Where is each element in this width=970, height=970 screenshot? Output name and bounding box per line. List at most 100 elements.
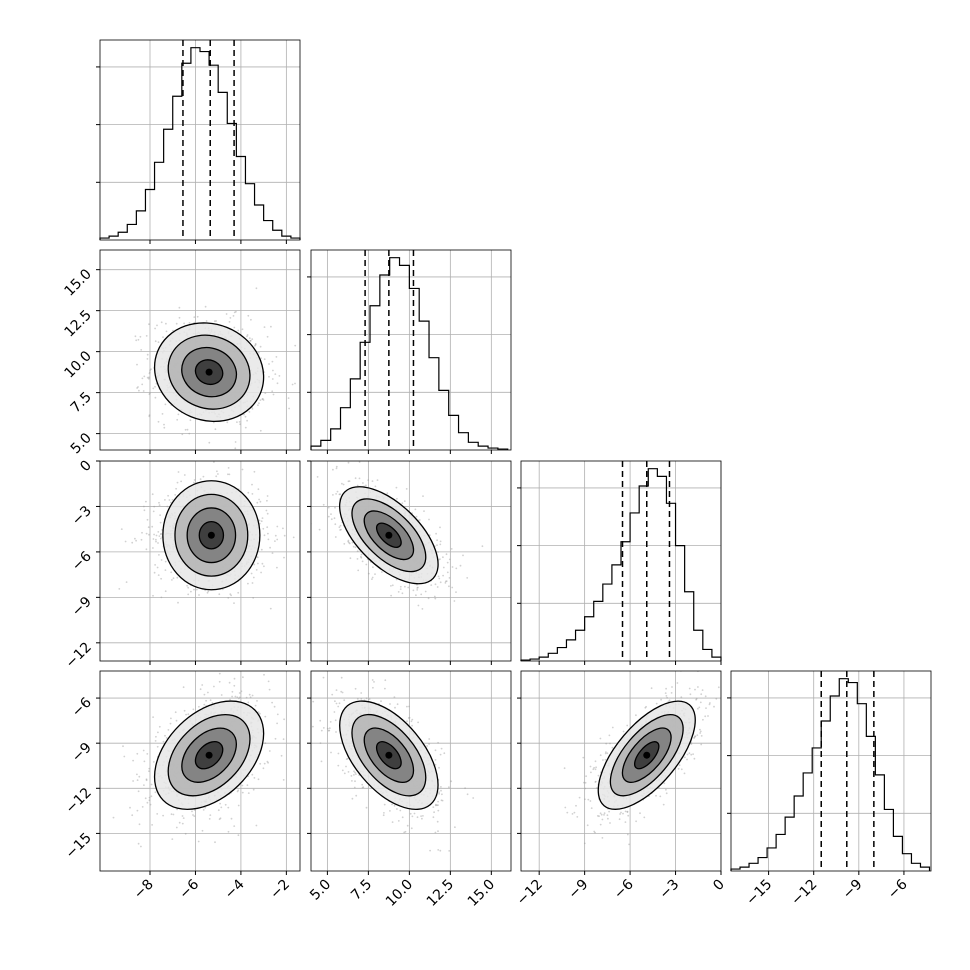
sample-point (218, 818, 221, 821)
sample-point (441, 793, 443, 796)
sample-point (177, 601, 179, 604)
sample-point (213, 320, 216, 323)
sample-point (171, 499, 174, 501)
sample-point (246, 784, 249, 787)
histogram-panel-p3 (517, 460, 722, 662)
sample-point (440, 747, 443, 750)
sample-point (373, 681, 375, 683)
sample-point (135, 339, 138, 342)
sample-point (201, 684, 204, 686)
sample-point (152, 761, 155, 763)
sample-point (136, 773, 138, 776)
sample-point (438, 577, 441, 580)
sample-point (411, 724, 413, 727)
sample-point (354, 780, 356, 783)
sample-point (256, 556, 259, 559)
sample-point (182, 817, 185, 819)
sample-point (238, 692, 241, 694)
sample-point (252, 597, 255, 599)
sample-point (256, 501, 259, 504)
sample-point (274, 737, 277, 740)
sample-point (184, 428, 187, 431)
sample-point (372, 566, 374, 569)
sample-point (278, 375, 281, 377)
sample-point (151, 824, 154, 826)
sample-point (149, 803, 152, 806)
sample-point (406, 824, 409, 827)
sample-point (220, 694, 223, 696)
sample-point (251, 582, 254, 584)
sample-point (255, 824, 258, 827)
sample-point (167, 729, 170, 731)
sample-point (208, 818, 211, 820)
sample-point (260, 571, 262, 574)
histogram-panel-p4 (727, 670, 932, 872)
sample-point (391, 821, 394, 823)
sample-point (381, 571, 383, 573)
sample-point (159, 537, 162, 540)
sample-point (345, 758, 348, 760)
sample-point (187, 713, 190, 716)
density-panel-p1-p2 (99, 249, 301, 451)
sample-point (312, 700, 315, 703)
sample-point (207, 691, 209, 694)
sample-point (188, 322, 191, 324)
sample-point (261, 562, 264, 565)
sample-point (390, 585, 392, 587)
sample-point (195, 588, 198, 591)
sample-point (118, 588, 121, 590)
sample-point (155, 735, 157, 738)
sample-point (159, 514, 162, 516)
sample-point (351, 797, 354, 800)
sample-point (140, 349, 143, 351)
panel-frame (520, 460, 722, 662)
sample-point (416, 589, 419, 591)
sample-point (259, 500, 262, 503)
sample-point (343, 699, 346, 702)
sample-point (397, 591, 400, 593)
sample-point (367, 572, 370, 575)
sample-point (327, 515, 330, 518)
sample-point (146, 358, 149, 360)
sample-point (148, 414, 151, 417)
sample-point (283, 534, 286, 537)
sample-point (318, 528, 321, 531)
sample-point (322, 676, 325, 679)
sample-point (186, 584, 189, 587)
sample-point (276, 538, 279, 541)
sample-point (643, 816, 646, 819)
sample-point (260, 357, 262, 359)
sample-point (258, 519, 261, 522)
sample-point (390, 594, 392, 597)
sample-point (408, 716, 411, 719)
sample-point (233, 677, 236, 680)
sample-point (360, 556, 363, 559)
sample-point (275, 356, 278, 358)
sample-point (347, 771, 350, 773)
sample-point (154, 396, 157, 399)
panel-background (311, 250, 511, 450)
corner-panels: −8 −6 −4 −2 5.0 7.5 10.0 12.5 15.0 −12 −9 −6 −3 0 −15−… (61, 39, 932, 910)
sample-point (292, 536, 295, 539)
sample-point (202, 809, 205, 811)
histogram-step (310, 257, 509, 450)
sample-point (251, 773, 254, 776)
sample-point (164, 590, 167, 593)
sample-point (174, 494, 177, 496)
sample-point (319, 719, 322, 722)
sample-point (230, 817, 233, 820)
sample-point (181, 815, 184, 817)
sample-point (247, 314, 250, 317)
density-panel-p1-p3 (99, 460, 301, 662)
sample-point (595, 787, 598, 789)
sample-point (186, 428, 189, 431)
sample-point (157, 341, 160, 344)
histogram-panel-p2 (307, 249, 512, 451)
sample-point (216, 470, 218, 473)
sample-point (268, 375, 270, 378)
sample-point (148, 371, 151, 374)
sample-point (143, 509, 146, 512)
sample-point (346, 757, 349, 760)
sample-point (143, 375, 146, 378)
sample-point (142, 749, 145, 752)
